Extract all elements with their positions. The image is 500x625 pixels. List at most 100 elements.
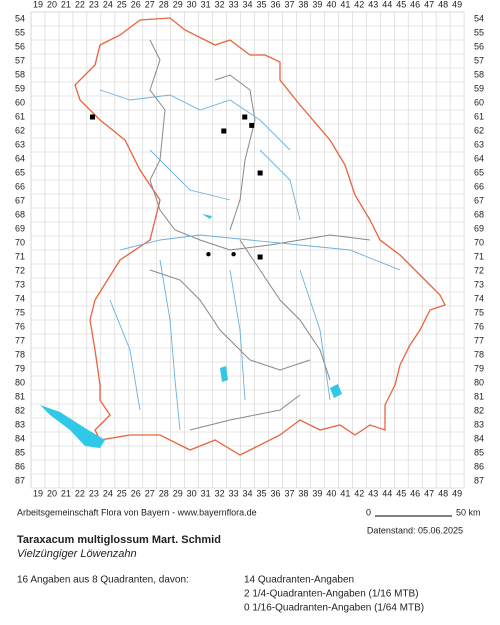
summary: 16 Angaben aus 8 Quadranten, davon: [17, 575, 189, 586]
lake [40, 405, 105, 448]
column-label: 41 [340, 0, 350, 9]
column-label: 36 [270, 488, 280, 498]
column-label: 35 [257, 0, 267, 9]
row-label: 82 [15, 405, 25, 415]
credit: Arbeitsgemeinschaft Flora von Bayern - w… [17, 507, 257, 517]
row-label: 59 [15, 83, 25, 93]
column-label: 30 [187, 488, 197, 498]
column-label: 32 [215, 0, 225, 9]
row-label: 60 [474, 97, 484, 107]
count: 0 1/16-Quadranten-Angaben (1/64 MTB) [244, 603, 424, 614]
column-label: 28 [159, 488, 169, 498]
row-label: 71 [15, 251, 25, 261]
row-label: 56 [15, 41, 25, 51]
column-label: 40 [326, 488, 336, 498]
river [99, 89, 401, 431]
column-label: 26 [131, 488, 141, 498]
row-label: 80 [474, 377, 484, 387]
occurrence-square [89, 114, 95, 120]
row-label: 74 [474, 293, 484, 303]
column-label: 30 [187, 0, 197, 9]
occurrence-dot [231, 252, 236, 257]
column-label: 26 [131, 0, 141, 9]
column-label: 21 [61, 0, 71, 9]
row-label: 77 [15, 335, 25, 345]
column-label: 45 [396, 488, 406, 498]
row-label: 84 [474, 433, 484, 443]
row-label: 69 [15, 223, 25, 233]
row-label: 56 [474, 41, 484, 51]
row-label: 55 [15, 27, 25, 37]
column-label: 36 [270, 0, 280, 9]
grid-frame [30, 11, 465, 489]
row-label: 62 [15, 125, 25, 135]
row-label: 63 [15, 139, 25, 149]
row-label: 76 [474, 321, 484, 331]
column-label: 34 [243, 488, 253, 498]
column-label: 29 [173, 488, 183, 498]
map-shapes [40, 17, 446, 456]
species: Taraxacum multiglossum Mart. Schmid [17, 534, 221, 546]
row-label: 58 [15, 69, 25, 79]
row-label: 82 [474, 405, 484, 415]
row-label: 66 [15, 181, 25, 191]
row-label: 68 [15, 209, 25, 219]
state-border [74, 17, 446, 456]
row-label: 61 [474, 111, 484, 121]
row-label: 73 [474, 279, 484, 289]
column-label: 49 [452, 0, 462, 9]
row-label: 55 [474, 27, 484, 37]
column-label: 33 [229, 0, 239, 9]
column-label: 41 [340, 488, 350, 498]
lake [202, 214, 212, 219]
row-label: 86 [15, 461, 25, 471]
column-label: 29 [173, 0, 183, 9]
column-label: 35 [257, 488, 267, 498]
row-label: 77 [474, 335, 484, 345]
occurrence-square [249, 122, 255, 128]
column-label: 20 [47, 0, 57, 9]
column-label: 22 [75, 0, 85, 9]
row-label: 65 [15, 167, 25, 177]
row-label: 67 [474, 195, 484, 205]
row-label: 84 [15, 433, 25, 443]
common-name: Vielzüngiger Löwenzahn [17, 548, 137, 560]
column-label: 43 [368, 488, 378, 498]
count: 14 Quadranten-Angaben [244, 575, 354, 586]
column-label: 19 [33, 488, 43, 498]
row-label: 58 [474, 69, 484, 79]
row-label: 69 [474, 223, 484, 233]
row-label: 73 [15, 279, 25, 289]
row-label: 78 [15, 349, 25, 359]
row-label: 57 [15, 55, 25, 65]
column-label: 34 [243, 0, 253, 9]
occurrence-square [242, 114, 248, 120]
column-label: 25 [117, 0, 127, 9]
column-label: 23 [89, 0, 99, 9]
occurrence-square [221, 128, 227, 134]
row-label: 70 [15, 237, 25, 247]
column-label: 31 [201, 488, 211, 498]
row-label: 85 [15, 447, 25, 457]
district-border [149, 39, 371, 431]
column-label: 42 [354, 0, 364, 9]
row-label: 81 [15, 391, 25, 401]
row-label: 71 [474, 251, 484, 261]
column-label: 40 [326, 0, 336, 9]
column-label: 25 [117, 488, 127, 498]
column-label: 39 [312, 488, 322, 498]
column-label: 23 [89, 488, 99, 498]
row-label: 81 [474, 391, 484, 401]
row-label: 79 [474, 363, 484, 373]
row-label: 85 [474, 447, 484, 457]
column-label: 19 [33, 0, 43, 9]
column-label: 38 [298, 488, 308, 498]
row-label: 83 [15, 419, 25, 429]
column-label: 44 [382, 0, 392, 9]
column-label: 48 [438, 488, 448, 498]
row-label: 80 [15, 377, 25, 387]
column-label: 21 [61, 488, 71, 498]
row-label: 54 [15, 13, 25, 23]
column-label: 32 [215, 488, 225, 498]
row-label: 54 [474, 13, 484, 23]
